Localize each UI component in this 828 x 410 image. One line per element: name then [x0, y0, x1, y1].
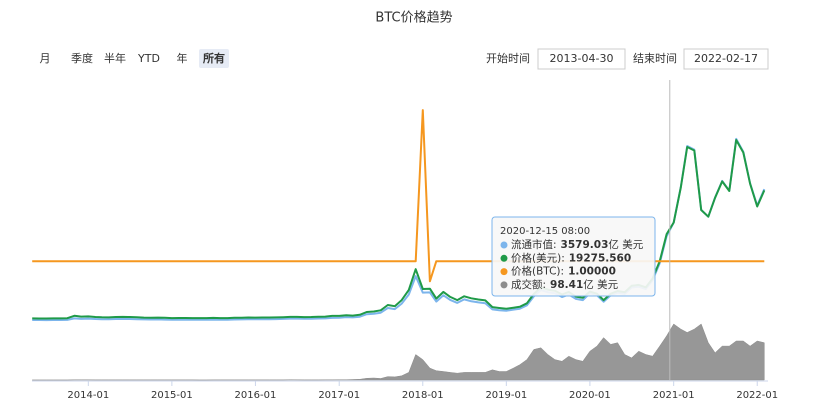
range-button[interactable]: 所有	[203, 51, 225, 65]
tooltip-item: 价格(BTC): 1.00000	[511, 265, 616, 278]
tooltip-dot	[500, 241, 508, 249]
end-input[interactable]	[683, 48, 769, 70]
tooltip-label: 价格(BTC):	[511, 265, 564, 278]
range-button[interactable]: 半年	[104, 51, 126, 65]
tooltip-label: 流通市值:	[511, 238, 557, 251]
tooltip-value: 3579.03	[561, 239, 609, 251]
x-tick-label: 2017-01	[318, 390, 360, 401]
x-tick-label: 2021-01	[653, 390, 695, 401]
x-tick-label: 2020-01	[569, 390, 611, 401]
tooltip-value: 1.00000	[568, 266, 616, 278]
x-tick-label: 2014-01	[67, 390, 109, 401]
end-date: 2022-02-17	[694, 52, 758, 65]
start-date: 2013-04-30	[550, 52, 614, 65]
tooltip-label: 价格(美元):	[511, 251, 565, 264]
tooltip-dot	[500, 254, 508, 262]
tooltip-date: 2020-12-15 08:00	[500, 226, 590, 237]
x-tick-label: 2022-01	[736, 390, 778, 401]
tooltip-label: 成交额:	[511, 278, 546, 291]
range-button[interactable]: YTD	[137, 52, 160, 65]
x-tick-label: 2015-01	[151, 390, 193, 401]
range-button[interactable]: 年	[177, 51, 188, 65]
range-button[interactable]: 月	[40, 52, 51, 65]
start-label: 开始时间	[486, 51, 530, 65]
tooltip-unit: 亿 美元	[583, 278, 618, 291]
tooltip-item: 流通市值: 3579.03亿 美元	[511, 238, 644, 251]
tooltip-dot	[500, 268, 508, 276]
x-tick-label: 2016-01	[235, 390, 277, 401]
x-tick-label: 2019-01	[485, 390, 527, 401]
x-tick-label: 2018-01	[402, 390, 444, 401]
chart-title: BTC价格趋势	[375, 10, 452, 26]
tooltip-item: 成交额: 98.41亿 美元	[511, 278, 619, 291]
tooltip-box	[491, 216, 656, 297]
start-input[interactable]	[537, 48, 626, 70]
range-button-bg	[199, 49, 229, 68]
tooltip-value: 98.41	[550, 279, 583, 291]
tooltip-value: 19275.560	[569, 252, 631, 264]
end-label: 结束时间	[633, 52, 677, 65]
tooltip-dot	[500, 281, 508, 289]
tooltip-item: 价格(美元): 19275.560	[511, 251, 631, 264]
tooltip-unit: 亿 美元	[608, 238, 643, 251]
series-area	[32, 323, 765, 381]
range-button[interactable]: 季度	[71, 51, 93, 65]
